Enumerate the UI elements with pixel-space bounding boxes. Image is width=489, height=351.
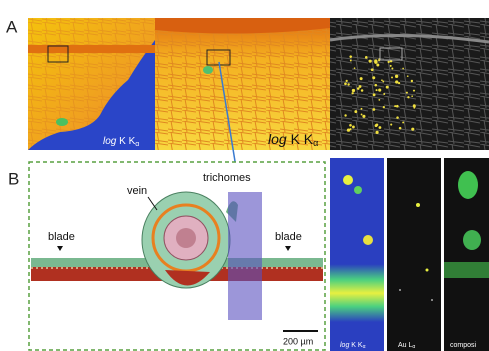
gold-dot: [391, 77, 393, 79]
gold-dot: [349, 55, 352, 58]
gold-dot: [378, 99, 380, 101]
gold-dot: [361, 108, 363, 110]
gold-dot: [391, 68, 393, 70]
gold-dot: [402, 122, 404, 124]
gold-dot: [407, 96, 409, 98]
gold-dot: [402, 68, 404, 70]
inset-caption: composi: [450, 342, 477, 349]
annotation: vein: [127, 185, 147, 197]
annotation: trichomes: [203, 172, 251, 184]
gold-dot: [396, 116, 399, 119]
gold-dot: [352, 126, 355, 129]
gold-dot: [376, 89, 378, 91]
caption-italic: log: [268, 131, 287, 147]
gold-dot: [372, 76, 375, 79]
gold-dot: [395, 80, 398, 83]
gold-dot: [381, 79, 383, 81]
gold-dot: [369, 60, 372, 63]
gold-dot: [362, 115, 365, 118]
gold-dot: [399, 127, 402, 130]
gold-dot: [375, 131, 378, 134]
caption-sub: α: [412, 344, 415, 350]
caption-italic: log: [103, 136, 117, 147]
gold-dot: [413, 107, 415, 109]
image-caption: log K Kα: [103, 136, 139, 148]
gold-dot: [360, 77, 363, 80]
annotation: blade: [275, 231, 302, 243]
caption-text: Au L: [398, 342, 413, 349]
gold-dot: [406, 92, 408, 94]
figure: A log K Kα log K Kα B: [0, 0, 489, 351]
gold-dot: [376, 63, 379, 66]
gold-dot: [386, 86, 389, 89]
caption-sub: α: [313, 138, 318, 148]
gold-dot: [390, 65, 392, 67]
gold-dot: [352, 89, 355, 92]
gold-dot: [378, 89, 381, 92]
caption-sub: α: [363, 344, 366, 350]
caption-text: K K: [116, 136, 135, 147]
gold-dot: [344, 114, 346, 116]
gold-dot: [395, 75, 398, 78]
inset-gold: [387, 158, 441, 351]
gold-dot: [359, 85, 362, 88]
gold-dot: [394, 105, 396, 107]
caption-sub: α: [135, 141, 139, 148]
gold-dot: [361, 114, 363, 116]
gold-dot: [354, 67, 356, 69]
gold-dot: [373, 93, 376, 96]
caption-italic: log: [340, 342, 349, 349]
gold-dot: [390, 124, 392, 126]
gold-dot: [379, 126, 382, 129]
gold-dot: [351, 92, 353, 94]
gold-dot: [388, 61, 390, 63]
gold-dot: [344, 82, 347, 85]
gold-dot: [413, 90, 415, 92]
image-potassium-map: [28, 18, 155, 150]
gold-dot: [346, 80, 348, 82]
inset-potassium: [330, 158, 384, 351]
gold-dot: [383, 93, 385, 95]
gold-dot: [354, 110, 357, 113]
panel-label: B: [8, 169, 19, 188]
scale-bar-label: 200 µm: [283, 336, 313, 346]
gold-dot: [411, 95, 413, 97]
image-caption: log K Kα: [268, 131, 318, 149]
gold-dot: [383, 106, 385, 108]
gold-dot: [396, 105, 399, 108]
inset-composite: [444, 158, 489, 351]
gold-dot: [411, 128, 414, 131]
image-gold-map: [330, 18, 489, 150]
annotation: blade: [48, 231, 75, 243]
gold-dot: [382, 80, 384, 82]
gold-dot: [349, 124, 352, 127]
gold-dot: [372, 108, 375, 111]
gold-dot: [407, 75, 409, 77]
gold-dot: [350, 60, 352, 62]
gold-dot: [411, 80, 413, 82]
gold-dot: [371, 68, 374, 71]
gold-dot: [374, 84, 377, 87]
gold-dot: [375, 124, 378, 127]
gold-dot: [361, 89, 364, 92]
caption-text: K K: [349, 342, 363, 349]
gold-dot: [350, 128, 352, 130]
gold-dot: [347, 83, 349, 85]
gold-dot: [365, 56, 368, 59]
caption-text: K K: [287, 131, 314, 147]
gold-dot: [357, 87, 360, 90]
panel-label: A: [6, 17, 18, 36]
gold-dot: [374, 59, 377, 62]
